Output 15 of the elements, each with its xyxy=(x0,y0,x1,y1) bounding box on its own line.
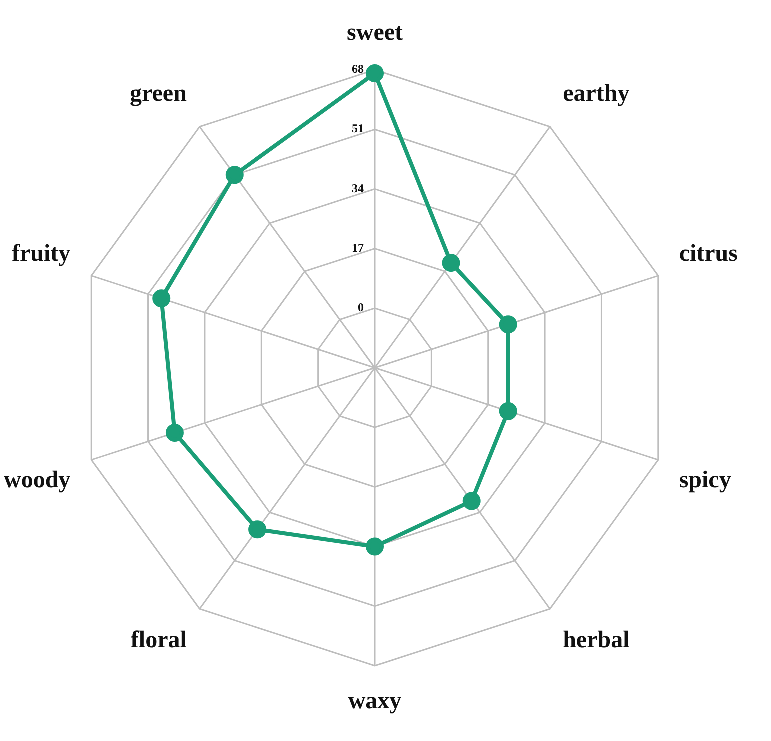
spoke-label: green xyxy=(130,80,187,107)
spoke-label: earthy xyxy=(563,80,630,107)
y-tick-label: 68 xyxy=(352,62,364,76)
spoke-label: citrus xyxy=(679,240,738,267)
y-tick-label: 34 xyxy=(352,181,364,196)
spoke-label: floral xyxy=(130,627,188,654)
spoke-label: waxy xyxy=(348,688,402,715)
y-tick-label: 51 xyxy=(352,122,364,136)
y-tick-label: 17 xyxy=(352,240,364,255)
spoke-label: herbal xyxy=(563,627,630,654)
y-tick-label: 0 xyxy=(358,300,364,314)
spoke-label: spicy xyxy=(679,467,732,494)
spoke-label: sweet xyxy=(347,20,403,46)
spoke-label: fruity xyxy=(12,240,71,267)
spoke-label: woody xyxy=(4,467,71,494)
